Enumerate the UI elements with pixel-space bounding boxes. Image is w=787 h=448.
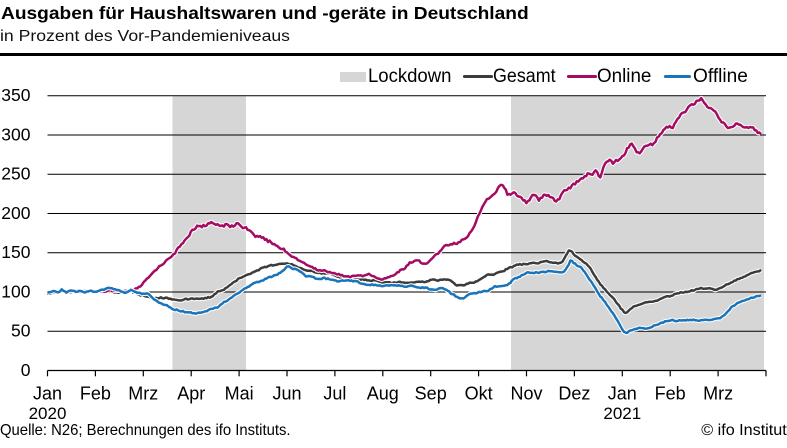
svg-text:Feb: Feb xyxy=(655,384,686,404)
svg-text:Nov: Nov xyxy=(510,384,542,404)
svg-text:Feb: Feb xyxy=(80,384,111,404)
svg-text:250: 250 xyxy=(1,164,30,184)
svg-text:Jan: Jan xyxy=(608,384,637,404)
svg-text:150: 150 xyxy=(1,242,30,262)
svg-text:Dez: Dez xyxy=(558,384,590,404)
svg-text:350: 350 xyxy=(1,85,30,105)
svg-text:200: 200 xyxy=(1,203,30,223)
svg-text:2021: 2021 xyxy=(603,404,641,423)
svg-text:300: 300 xyxy=(1,124,30,144)
svg-text:Jan: Jan xyxy=(33,384,62,404)
svg-text:2020: 2020 xyxy=(29,404,67,423)
svg-text:Sep: Sep xyxy=(415,384,447,404)
svg-text:0: 0 xyxy=(21,360,31,380)
svg-text:Jun: Jun xyxy=(272,384,301,404)
svg-text:Mrz: Mrz xyxy=(128,384,158,404)
svg-text:Aug: Aug xyxy=(367,384,399,404)
svg-text:Mai: Mai xyxy=(225,384,254,404)
svg-text:50: 50 xyxy=(11,321,31,341)
svg-text:100: 100 xyxy=(1,281,30,301)
svg-text:Jul: Jul xyxy=(323,384,346,404)
svg-text:Apr: Apr xyxy=(177,384,205,404)
svg-text:Mrz: Mrz xyxy=(703,384,733,404)
svg-text:Okt: Okt xyxy=(465,384,493,404)
